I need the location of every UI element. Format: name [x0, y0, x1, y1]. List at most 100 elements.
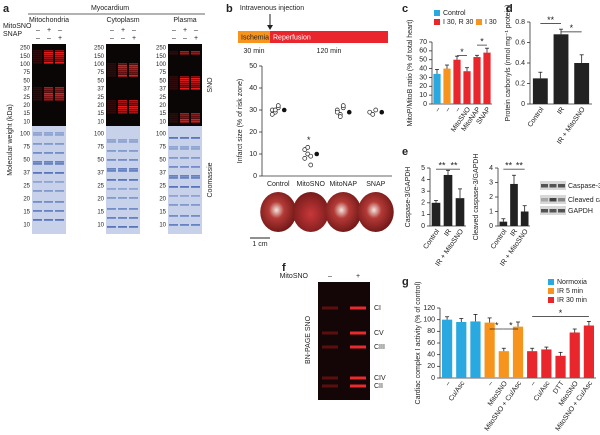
x-tick-label: Control [527, 106, 546, 129]
protein-band [44, 132, 53, 134]
axis-label: Caspase-3/GAPDH [405, 167, 412, 228]
lane-sign: – [172, 27, 176, 34]
ladder-label: 10 [97, 223, 104, 229]
blot-band [541, 184, 548, 188]
protein-band [191, 215, 200, 217]
sno-band [118, 108, 127, 110]
protein-band [107, 179, 116, 181]
protein-band [169, 137, 178, 139]
y-tick-label: 120 [423, 305, 435, 312]
protein-band [129, 139, 138, 141]
protein-band [129, 208, 138, 210]
protein-band [33, 219, 42, 221]
sno-band [180, 117, 189, 119]
ladder-label: 37 [23, 171, 30, 177]
y-tick-label: 40 [419, 65, 427, 72]
band-label: CIV [374, 375, 386, 382]
ladder-label: 25 [97, 184, 104, 190]
sno-band [191, 88, 200, 90]
significance: ** [438, 161, 446, 171]
ladder-label: 25 [23, 184, 30, 190]
y-tick-label: 10 [249, 151, 257, 158]
sno-band [169, 53, 178, 55]
sno-band [33, 62, 42, 64]
protein-band [107, 217, 116, 219]
protein-band [33, 210, 42, 212]
y-tick-label: 40 [427, 352, 435, 359]
open-point [370, 112, 376, 117]
protein-band [107, 150, 116, 152]
x-tick-label: Control [490, 228, 509, 251]
y-tick-label: 0 [421, 223, 425, 230]
panel-label: e [402, 146, 408, 158]
bar [453, 59, 461, 104]
significance: * [495, 320, 499, 330]
sno-band [107, 100, 116, 102]
sno-band [191, 115, 200, 117]
sno-band [44, 93, 53, 95]
ladder-label: 150 [94, 54, 105, 60]
sno-band [107, 65, 116, 67]
sno-gel [106, 44, 140, 126]
sno-band [55, 62, 64, 64]
sno-band [129, 106, 138, 108]
protein-band [118, 208, 127, 210]
blot-band [549, 209, 557, 213]
gel-band [322, 306, 338, 310]
protein-band [180, 215, 189, 217]
protein-band [118, 226, 127, 228]
sno-band [169, 115, 178, 117]
sno-band [44, 54, 53, 56]
y-tick-label: 10 [419, 92, 427, 99]
protein-band [180, 166, 189, 168]
stain-label: Coomassie [207, 162, 214, 197]
ladder-label: 100 [20, 132, 31, 138]
sno-band [129, 71, 138, 73]
sno-band [44, 50, 53, 52]
x-tick-label: – [454, 106, 462, 113]
bar [541, 349, 552, 378]
filled-point [346, 109, 352, 115]
sno-band [44, 52, 53, 54]
sno-band [191, 84, 200, 86]
y-tick-label: 20 [249, 129, 257, 136]
sno-band [169, 82, 178, 84]
protein-band [129, 226, 138, 228]
band-label: CV [374, 330, 384, 337]
protein-band [55, 181, 64, 183]
sno-band [33, 99, 42, 101]
bar [455, 198, 465, 226]
protein-band [44, 219, 53, 221]
sno-band [33, 87, 42, 89]
filled-point [314, 151, 320, 157]
x-tick-label: Control [267, 181, 290, 188]
sno-band [191, 121, 200, 123]
protein-band [55, 143, 64, 145]
ladder-label: 75 [23, 70, 30, 76]
protein-band [118, 170, 127, 172]
gel-band [350, 345, 366, 349]
open-point [305, 145, 311, 150]
bar [553, 34, 569, 104]
significance: * [559, 308, 563, 318]
lane-sign: + [356, 273, 360, 280]
protein-band [118, 159, 127, 161]
x-tick-label: IR [556, 106, 566, 116]
panel-label: a [3, 3, 10, 15]
protein-band [169, 204, 178, 206]
bar [510, 183, 518, 226]
ladder-label: 10 [159, 223, 166, 229]
sno-band [180, 80, 189, 82]
x-tick-label: – [434, 106, 442, 113]
open-point [275, 103, 281, 108]
protein-band [118, 141, 127, 143]
open-point [337, 114, 343, 119]
protein-band [129, 179, 138, 181]
protein-band [33, 152, 42, 154]
protein-band [107, 197, 116, 199]
protein-band [33, 190, 42, 192]
axis-label: Molecular weight (kDa) [7, 104, 14, 176]
y-tick-label: 4 [489, 165, 493, 172]
sno-band [107, 73, 116, 75]
bar [456, 322, 467, 378]
